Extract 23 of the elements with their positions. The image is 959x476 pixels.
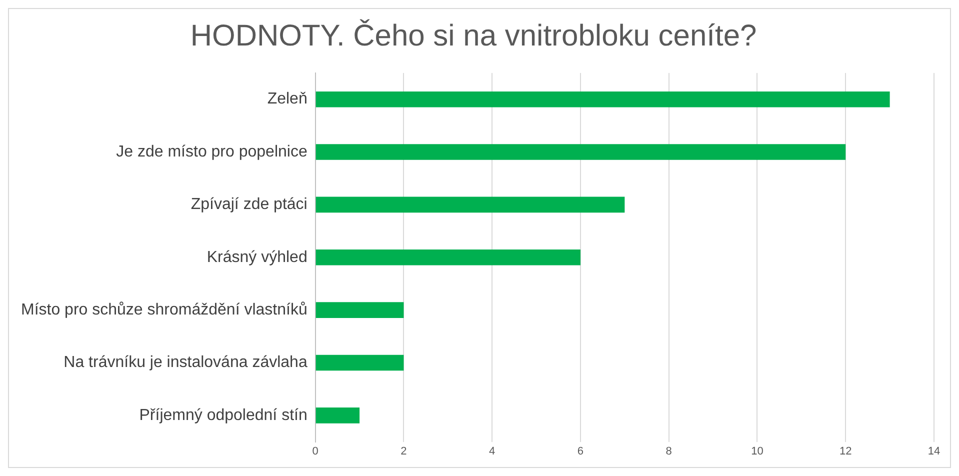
y-tick-label: Zpívají zde ptáci: [190, 196, 308, 214]
x-tick-label: 6: [577, 445, 584, 458]
y-tick-label: Místo pro schůze shromáždění vlastníků: [20, 301, 308, 318]
chart-title: HODNOTY. Čeho si na vnitrobloku ceníte?: [190, 18, 757, 52]
x-tick-label: 12: [839, 445, 852, 458]
bar: [316, 302, 404, 318]
x-tick-label: 4: [489, 445, 496, 458]
bar: [316, 196, 625, 213]
x-tick-label: 8: [666, 445, 672, 458]
y-tick-label: Krásný výhled: [206, 248, 308, 266]
bar: [316, 144, 846, 160]
bar: [316, 408, 360, 424]
y-tick-label: Na trávníku je instalována závlaha: [64, 354, 308, 372]
bar: [316, 249, 580, 266]
x-tick-label: 2: [400, 445, 407, 458]
y-tick-label: Příjemný odpolední stín: [139, 406, 308, 424]
x-tick-label: 10: [751, 445, 764, 458]
x-tick-label: 14: [928, 445, 940, 458]
bar: [316, 354, 404, 371]
y-tick-label: Je zde místo pro popelnice: [116, 143, 308, 160]
x-tick-label: 0: [312, 445, 318, 458]
y-tick-label: Zeleň: [267, 90, 308, 108]
bar: [316, 91, 890, 108]
